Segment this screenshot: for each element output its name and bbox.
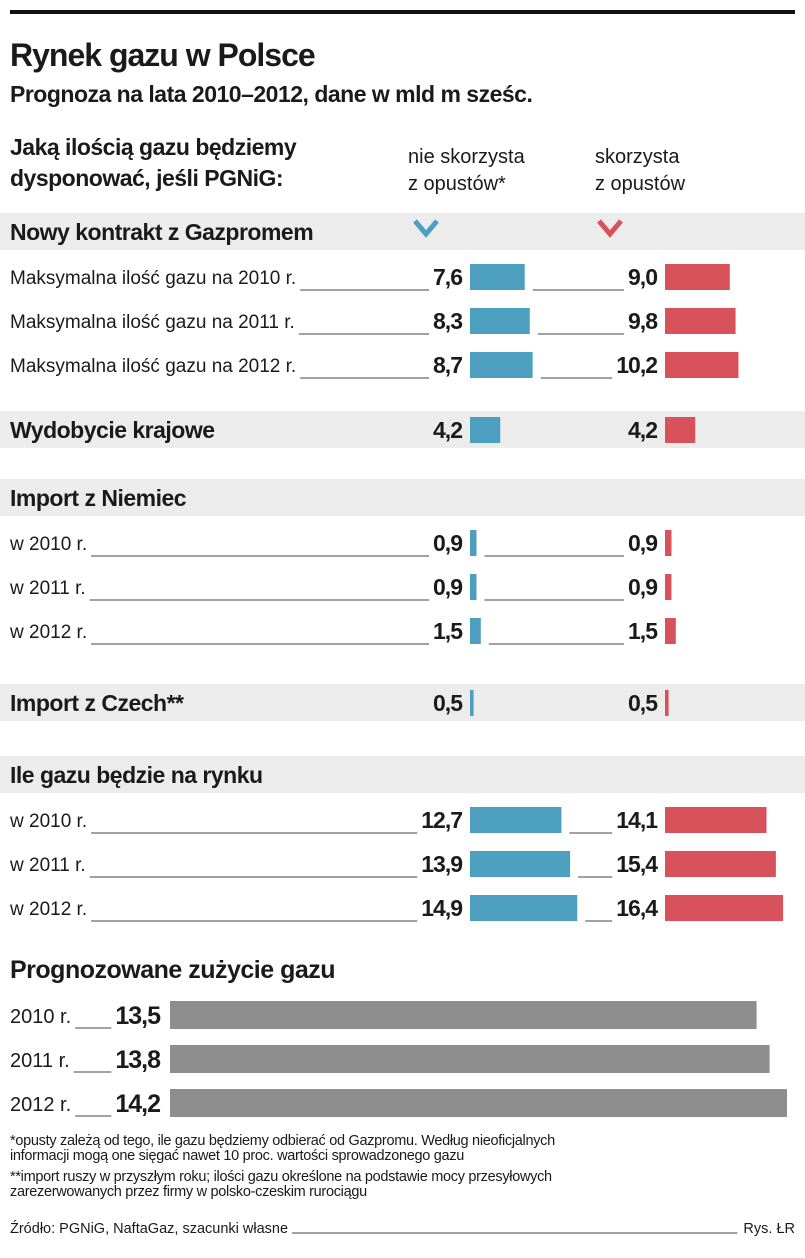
row-label: 2011 r.	[10, 1050, 70, 1072]
value-label: 9,8	[628, 308, 658, 334]
bar	[170, 1045, 770, 1073]
row-label: w 2012 r.	[9, 622, 87, 643]
bar	[665, 690, 669, 716]
bar	[170, 1089, 787, 1117]
footnote: *opusty zależą od tego, ile gazu będziem…	[10, 1133, 555, 1149]
footnote: zarezerwowanych przez firmy w polsko-cze…	[10, 1184, 367, 1200]
bar	[470, 352, 533, 378]
row-label: 2010 r.	[10, 1006, 71, 1028]
bar	[665, 352, 739, 378]
bar	[470, 264, 525, 290]
column-header: nie skorzysta	[408, 146, 526, 168]
credit: Rys. ŁR	[743, 1221, 795, 1237]
footnote: informacji mogą one sięgać nawet 10 proc…	[10, 1148, 464, 1164]
row-label: Maksymalna ilość gazu na 2010 r.	[10, 268, 296, 289]
row-label: Maksymalna ilość gazu na 2011 r.	[10, 312, 295, 333]
value-label: 10,2	[616, 352, 657, 378]
section-title: Prognozowane zużycie gazu	[10, 956, 335, 984]
value-label: 9,0	[628, 264, 657, 290]
value-label: 0,9	[628, 574, 657, 600]
question: Jaką ilością gazu będziemy	[10, 134, 297, 160]
bar	[470, 308, 530, 334]
bar	[470, 530, 477, 556]
value-label: 0,9	[433, 530, 462, 556]
bar	[665, 807, 767, 833]
bar	[470, 807, 562, 833]
bar	[470, 417, 501, 443]
value-label: 15,4	[616, 851, 658, 877]
row-label: w 2011 r.	[9, 578, 86, 599]
bar	[665, 417, 696, 443]
section-band	[0, 479, 805, 516]
row-label: w 2010 r.	[9, 534, 87, 555]
value-label: 8,3	[433, 308, 462, 334]
row-label: w 2012 r.	[9, 899, 87, 920]
bar	[665, 895, 784, 921]
source: Źródło: PGNiG, NaftaGaz, szacunki własne	[10, 1220, 288, 1237]
title: Rynek gazu w Polsce	[10, 37, 315, 73]
section-title: Nowy kontrakt z Gazpromem	[10, 219, 313, 245]
value-label: 14,1	[616, 807, 658, 833]
column-header: z opustów	[595, 173, 686, 195]
section-title: Ile gazu będzie na rynku	[10, 762, 263, 788]
row-label: w 2011 r.	[9, 855, 86, 876]
bar	[470, 851, 571, 877]
row-label: w 2010 r.	[9, 811, 87, 832]
value-label: 13,5	[115, 1002, 161, 1030]
section-band	[0, 756, 805, 793]
value-label: 14,9	[421, 895, 462, 921]
value-label: 13,9	[421, 851, 462, 877]
bar	[665, 264, 730, 290]
value-label: 4,2	[433, 417, 462, 443]
value-label: 16,4	[616, 895, 658, 921]
section-band	[0, 213, 805, 250]
value-label: 14,2	[115, 1090, 160, 1118]
value-label: 8,7	[433, 352, 462, 378]
value-label: 13,8	[115, 1046, 161, 1074]
section-title: Import z Niemiec	[10, 485, 187, 511]
chevron	[413, 219, 439, 238]
row-label: Maksymalna ilość gazu na 2012 r.	[10, 356, 296, 377]
top-rule	[10, 10, 795, 14]
value-label: 1,5	[433, 618, 463, 644]
value-label: 7,6	[433, 264, 462, 290]
value-label: 0,9	[628, 530, 657, 556]
value-label: 0,9	[433, 574, 462, 600]
bar	[170, 1001, 757, 1029]
value-label: 0,5	[628, 690, 658, 716]
section-title: Wydobycie krajowe	[10, 417, 215, 443]
footnote: **import ruszy w przyszłym roku; ilości …	[10, 1169, 552, 1185]
bar	[665, 618, 676, 644]
column-header: z opustów*	[408, 173, 506, 195]
row-label: 2012 r.	[10, 1094, 71, 1116]
bar	[470, 618, 481, 644]
bar	[470, 895, 578, 921]
column-header: skorzysta	[595, 146, 680, 168]
value-label: 4,2	[628, 417, 657, 443]
bar	[665, 530, 672, 556]
subtitle: Prognoza na lata 2010–2012, dane w mld m…	[10, 81, 532, 107]
chevron	[597, 219, 623, 238]
bar	[665, 308, 736, 334]
value-label: 0,5	[433, 690, 463, 716]
bar	[665, 574, 672, 600]
bar	[470, 574, 477, 600]
bar	[665, 851, 776, 877]
question: dysponować, jeśli PGNiG:	[10, 165, 283, 191]
bar	[470, 690, 474, 716]
value-label: 12,7	[421, 807, 462, 833]
section-title: Import z Czech**	[10, 690, 184, 716]
value-label: 1,5	[628, 618, 658, 644]
section-band	[0, 684, 805, 721]
